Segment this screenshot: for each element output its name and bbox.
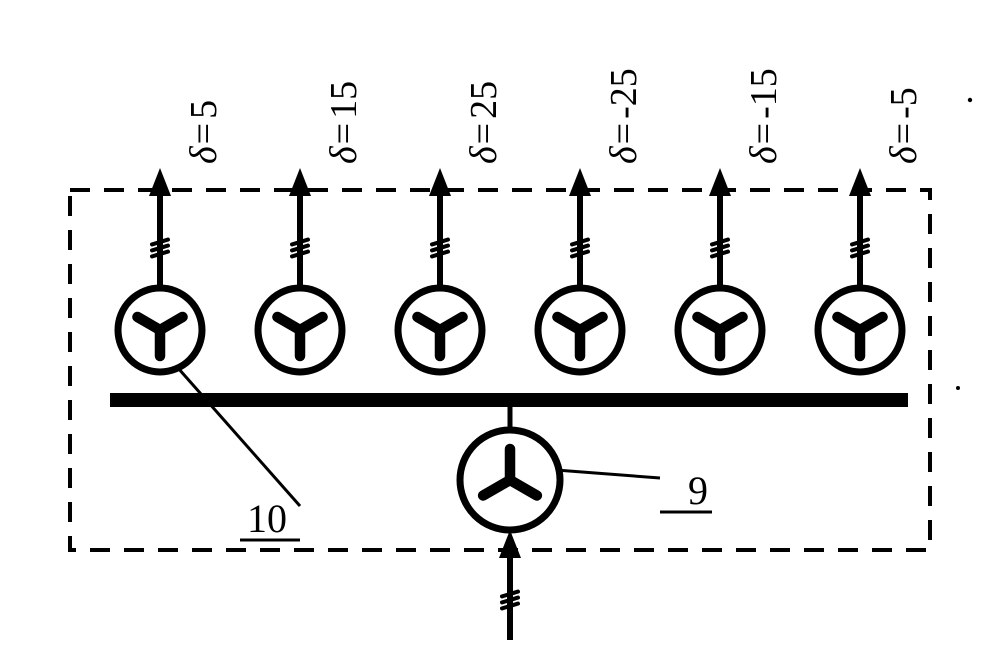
equals: =: [883, 123, 925, 144]
delta-value: -25: [603, 68, 645, 119]
equals: =: [603, 123, 645, 144]
delta-value: 25: [463, 81, 505, 119]
delta-symbol: δ: [743, 146, 785, 164]
delta-label: δ = 5: [182, 100, 226, 164]
delta-value: 5: [183, 100, 225, 119]
callout-number: 9: [688, 467, 708, 514]
delta-value: -5: [883, 87, 925, 119]
delta-symbol: δ: [183, 146, 225, 164]
delta-value: 15: [323, 81, 365, 119]
delta-label: δ = 15: [322, 81, 366, 164]
delta-label: δ = -5: [882, 87, 926, 164]
delta-value: -15: [743, 68, 785, 119]
delta-symbol: δ: [323, 146, 365, 164]
diagram-canvas: δ = 5 δ = 15 δ = 25 δ = -25 δ = -15 δ = -5 10 9: [0, 0, 1000, 661]
equals: =: [323, 123, 365, 144]
delta-label: δ = 25: [462, 81, 506, 164]
delta-label: δ = -25: [602, 68, 646, 164]
delta-symbol: δ: [603, 146, 645, 164]
equals: =: [743, 123, 785, 144]
equals: =: [463, 123, 505, 144]
callout-number: 10: [247, 495, 287, 542]
delta-symbol: δ: [463, 146, 505, 164]
delta-symbol: δ: [883, 146, 925, 164]
delta-label: δ = -15: [742, 68, 786, 164]
equals: =: [183, 123, 225, 144]
